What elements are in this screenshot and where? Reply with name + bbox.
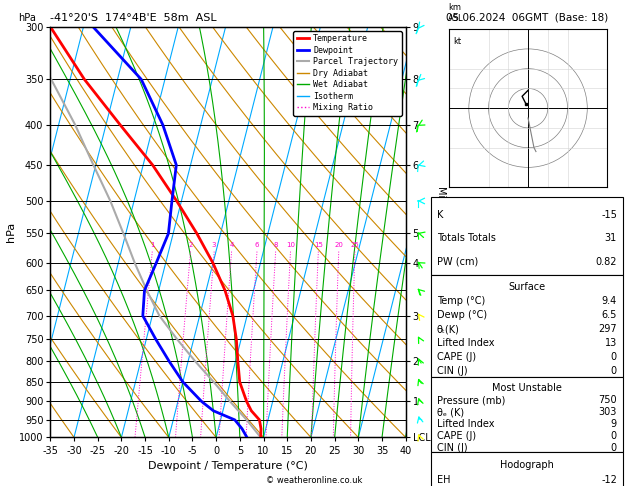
Text: hPa: hPa bbox=[18, 13, 36, 23]
Text: 8: 8 bbox=[274, 243, 278, 248]
Bar bbox=[431, 275, 623, 377]
Text: 9: 9 bbox=[611, 419, 617, 429]
Text: EH: EH bbox=[437, 475, 450, 485]
Text: 10: 10 bbox=[286, 243, 295, 248]
Text: 0: 0 bbox=[611, 443, 617, 453]
Text: 4: 4 bbox=[230, 243, 234, 248]
Text: 15: 15 bbox=[314, 243, 323, 248]
Text: 297: 297 bbox=[598, 324, 617, 334]
Text: 750: 750 bbox=[598, 395, 617, 405]
Text: 0: 0 bbox=[611, 352, 617, 362]
Text: CIN (J): CIN (J) bbox=[437, 366, 467, 376]
Text: © weatheronline.co.uk: © weatheronline.co.uk bbox=[266, 476, 363, 485]
Text: θₑ (K): θₑ (K) bbox=[437, 407, 464, 417]
Bar bbox=[431, 452, 623, 486]
Text: km
ASL: km ASL bbox=[448, 3, 464, 23]
Text: 1: 1 bbox=[150, 243, 155, 248]
Text: CAPE (J): CAPE (J) bbox=[437, 431, 476, 441]
Text: kt: kt bbox=[453, 37, 461, 46]
Text: PW (cm): PW (cm) bbox=[437, 257, 478, 267]
Text: Most Unstable: Most Unstable bbox=[492, 383, 562, 393]
Text: 6.5: 6.5 bbox=[601, 310, 617, 320]
Text: Pressure (mb): Pressure (mb) bbox=[437, 395, 505, 405]
Text: CAPE (J): CAPE (J) bbox=[437, 352, 476, 362]
Text: 13: 13 bbox=[604, 338, 617, 348]
Text: 9.4: 9.4 bbox=[602, 296, 617, 306]
Y-axis label: Mixing Ratio (g/kg): Mixing Ratio (g/kg) bbox=[436, 186, 446, 278]
Text: Lifted Index: Lifted Index bbox=[437, 419, 494, 429]
Text: 0: 0 bbox=[611, 366, 617, 376]
Text: -12: -12 bbox=[601, 475, 617, 485]
Text: -15: -15 bbox=[601, 210, 617, 220]
Text: -41°20'S  174°4B'E  58m  ASL: -41°20'S 174°4B'E 58m ASL bbox=[50, 13, 217, 23]
Text: Lifted Index: Lifted Index bbox=[437, 338, 494, 348]
Text: 20: 20 bbox=[334, 243, 343, 248]
Text: 2: 2 bbox=[188, 243, 192, 248]
Bar bbox=[431, 377, 623, 452]
Text: 3: 3 bbox=[212, 243, 216, 248]
Text: 303: 303 bbox=[599, 407, 617, 417]
Bar bbox=[431, 197, 623, 275]
Text: K: K bbox=[437, 210, 443, 220]
X-axis label: Dewpoint / Temperature (°C): Dewpoint / Temperature (°C) bbox=[148, 461, 308, 470]
Text: Temp (°C): Temp (°C) bbox=[437, 296, 485, 306]
Text: Dewp (°C): Dewp (°C) bbox=[437, 310, 487, 320]
Text: 0: 0 bbox=[611, 431, 617, 441]
Y-axis label: hPa: hPa bbox=[6, 222, 16, 242]
Legend: Temperature, Dewpoint, Parcel Trajectory, Dry Adiabat, Wet Adiabat, Isotherm, Mi: Temperature, Dewpoint, Parcel Trajectory… bbox=[293, 31, 401, 116]
Text: 31: 31 bbox=[604, 233, 617, 243]
Text: Hodograph: Hodograph bbox=[500, 460, 554, 470]
Text: 6: 6 bbox=[255, 243, 259, 248]
Text: CIN (J): CIN (J) bbox=[437, 443, 467, 453]
Text: θₜ(K): θₜ(K) bbox=[437, 324, 460, 334]
Text: 05.06.2024  06GMT  (Base: 18): 05.06.2024 06GMT (Base: 18) bbox=[446, 12, 608, 22]
Text: 0.82: 0.82 bbox=[596, 257, 617, 267]
Text: 25: 25 bbox=[350, 243, 359, 248]
Text: Totals Totals: Totals Totals bbox=[437, 233, 496, 243]
Text: Surface: Surface bbox=[508, 282, 545, 292]
